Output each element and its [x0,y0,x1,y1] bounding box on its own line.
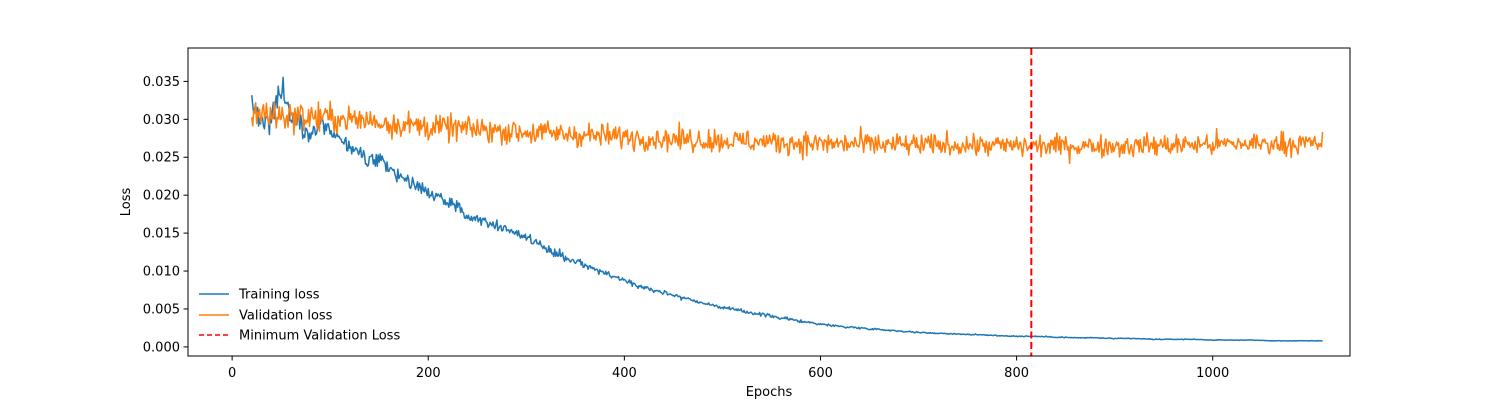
x-tick-label: 1000 [1196,366,1229,381]
x-axis-ticks: 0 200 400 600 800 1000 [228,356,1229,381]
y-tick-label: 0.035 [143,75,180,90]
y-tick-label: 0.000 [143,340,180,355]
x-tick-label: 0 [228,366,236,381]
x-tick-label: 800 [1004,366,1029,381]
legend-label-training-loss: Training loss [238,288,320,303]
y-tick-label: 0.015 [143,227,180,242]
axes-background [188,48,1350,356]
y-tick-label: 0.030 [143,113,180,128]
legend-label-validation-loss: Validation loss [239,309,333,324]
y-tick-label: 0.020 [143,189,180,204]
y-axis-label: Loss [119,188,134,217]
y-tick-label: 0.010 [143,265,180,280]
plot-area [187,47,1351,357]
y-axis-ticks: 0.000 0.005 0.010 0.015 0.020 0.025 0.030 0.035 [143,75,188,355]
x-tick-label: 200 [416,366,441,381]
x-tick-label: 600 [808,366,833,381]
y-tick-label: 0.025 [143,151,180,166]
x-tick-label: 400 [612,366,637,381]
legend-label-minimum-validation-loss: Minimum Validation Loss [239,329,400,344]
training-loss-line [250,76,1323,342]
y-tick-label: 0.005 [143,302,180,317]
axes-frame [187,47,1351,357]
legend: Training loss Validation loss Minimum Va… [199,288,400,344]
x-axis-label: Epochs [746,385,793,400]
validation-loss-line [250,100,1324,165]
